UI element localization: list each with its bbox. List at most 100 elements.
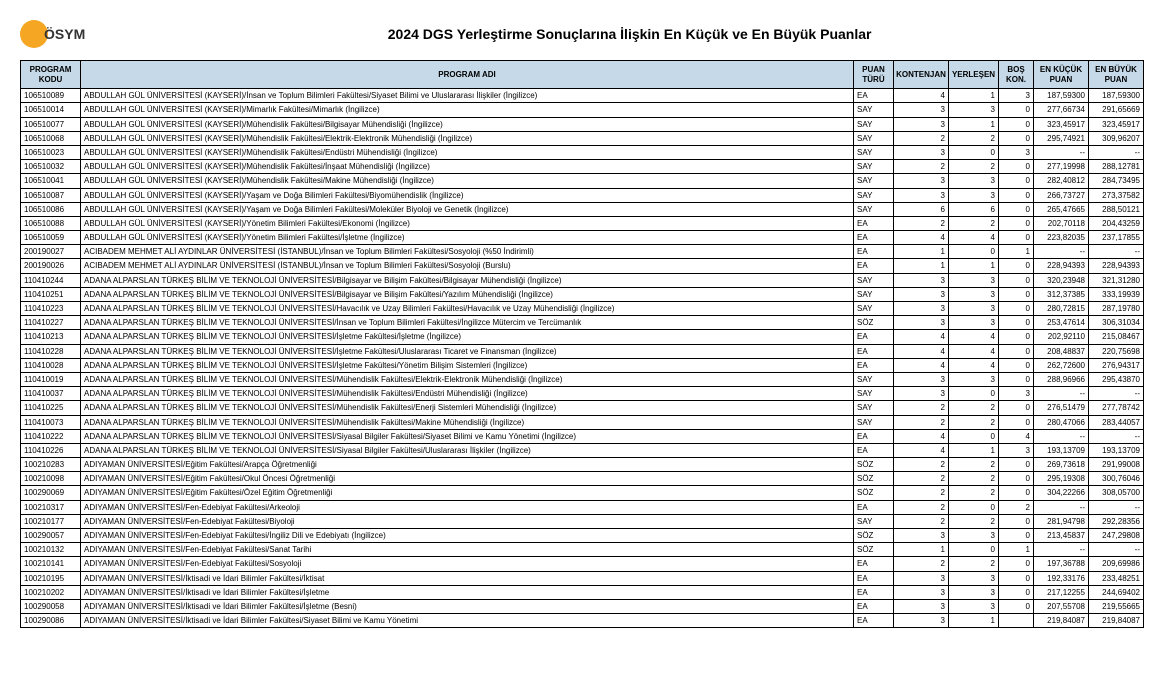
table-row: 100210141ADIYAMAN ÜNİVERSİTESİ/Fen-Edebi… xyxy=(21,557,1144,571)
table-cell: 110410223 xyxy=(21,302,81,316)
table-cell: ADANA ALPARSLAN TÜRKEŞ BİLİM VE TEKNOLOJ… xyxy=(81,401,854,415)
table-cell: ADANA ALPARSLAN TÜRKEŞ BİLİM VE TEKNOLOJ… xyxy=(81,316,854,330)
table-row: 106510077ABDULLAH GÜL ÜNİVERSİTESİ (KAYS… xyxy=(21,117,1144,131)
table-cell: 100210141 xyxy=(21,557,81,571)
table-row: 110410244ADANA ALPARSLAN TÜRKEŞ BİLİM VE… xyxy=(21,273,1144,287)
table-row: 110410019ADANA ALPARSLAN TÜRKEŞ BİLİM VE… xyxy=(21,372,1144,386)
table-cell: ADIYAMAN ÜNİVERSİTESİ/İktisadi ve İdari … xyxy=(81,571,854,585)
table-cell: 1 xyxy=(894,543,949,557)
table-cell: SAY xyxy=(854,188,894,202)
table-cell: 219,84087 xyxy=(1034,614,1089,628)
table-cell: 0 xyxy=(999,415,1034,429)
table-cell: 4 xyxy=(894,443,949,457)
table-cell: ADANA ALPARSLAN TÜRKEŞ BİLİM VE TEKNOLOJ… xyxy=(81,387,854,401)
table-cell: EA xyxy=(854,89,894,103)
table-cell: 273,37582 xyxy=(1089,188,1144,202)
table-cell: 320,23948 xyxy=(1034,273,1089,287)
table-cell: ADIYAMAN ÜNİVERSİTESİ/Fen-Edebiyat Fakül… xyxy=(81,543,854,557)
table-cell: 110410251 xyxy=(21,287,81,301)
table-cell: EA xyxy=(854,571,894,585)
table-cell: 3 xyxy=(949,174,999,188)
table-cell: 106510032 xyxy=(21,160,81,174)
table-cell: 2 xyxy=(894,216,949,230)
table-cell: 3 xyxy=(949,287,999,301)
table-cell: ABDULLAH GÜL ÜNİVERSİTESİ (KAYSERİ)/Yöne… xyxy=(81,216,854,230)
table-cell: 3 xyxy=(894,145,949,159)
table-cell: 2 xyxy=(949,131,999,145)
table-cell: 3 xyxy=(949,273,999,287)
table-cell: 192,33176 xyxy=(1034,571,1089,585)
table-cell: 3 xyxy=(894,188,949,202)
table-cell: 3 xyxy=(894,614,949,628)
table-cell: 219,84087 xyxy=(1089,614,1144,628)
table-cell: ADIYAMAN ÜNİVERSİTESİ/İktisadi ve İdari … xyxy=(81,599,854,613)
page-title: 2024 DGS Yerleştirme Sonuçlarına İlişkin… xyxy=(115,26,1144,42)
table-cell: 100290057 xyxy=(21,529,81,543)
table-cell: 2 xyxy=(894,131,949,145)
table-cell: 0 xyxy=(999,372,1034,386)
table-cell: 1 xyxy=(999,543,1034,557)
table-cell: 0 xyxy=(999,344,1034,358)
table-cell: ABDULLAH GÜL ÜNİVERSİTESİ (KAYSERİ)/Yaşa… xyxy=(81,202,854,216)
table-cell: 237,17855 xyxy=(1089,231,1144,245)
table-cell: SAY xyxy=(854,514,894,528)
table-cell: ADANA ALPARSLAN TÜRKEŞ BİLİM VE TEKNOLOJ… xyxy=(81,429,854,443)
table-cell: 110410244 xyxy=(21,273,81,287)
table-cell: 220,75698 xyxy=(1089,344,1144,358)
table-cell: 106510023 xyxy=(21,145,81,159)
table-cell: 3 xyxy=(894,372,949,386)
table-cell: 2 xyxy=(894,458,949,472)
table-cell: 106510077 xyxy=(21,117,81,131)
table-cell: ADIYAMAN ÜNİVERSİTESİ/Fen-Edebiyat Fakül… xyxy=(81,514,854,528)
table-row: 100210132ADIYAMAN ÜNİVERSİTESİ/Fen-Edebi… xyxy=(21,543,1144,557)
table-cell: SAY xyxy=(854,131,894,145)
table-cell: 0 xyxy=(999,259,1034,273)
table-cell: 2 xyxy=(949,415,999,429)
table-cell: 0 xyxy=(999,571,1034,585)
col-en-kucuk: EN KÜÇÜK PUAN xyxy=(1034,61,1089,89)
table-cell: 0 xyxy=(999,486,1034,500)
table-cell: -- xyxy=(1034,500,1089,514)
table-cell: 2 xyxy=(949,514,999,528)
table-cell: ADIYAMAN ÜNİVERSİTESİ/İktisadi ve İdari … xyxy=(81,585,854,599)
table-cell: 266,73727 xyxy=(1034,188,1089,202)
col-kontenjan: KONTENJAN xyxy=(894,61,949,89)
table-row: 106510023ABDULLAH GÜL ÜNİVERSİTESİ (KAYS… xyxy=(21,145,1144,159)
table-cell: 0 xyxy=(999,302,1034,316)
table-cell: SAY xyxy=(854,401,894,415)
table-cell: EA xyxy=(854,599,894,613)
table-cell: SAY xyxy=(854,387,894,401)
table-cell: 2 xyxy=(894,401,949,415)
table-cell: 1 xyxy=(949,259,999,273)
table-cell: 2 xyxy=(949,486,999,500)
table-cell: SAY xyxy=(854,160,894,174)
table-cell: ADIYAMAN ÜNİVERSİTESİ/Eğitim Fakültesi/Ö… xyxy=(81,486,854,500)
table-cell: 0 xyxy=(999,458,1034,472)
table-cell: 3 xyxy=(894,529,949,543)
table-cell: 110410228 xyxy=(21,344,81,358)
table-row: 100210098ADIYAMAN ÜNİVERSİTESİ/Eğitim Fa… xyxy=(21,472,1144,486)
table-cell: 6 xyxy=(949,202,999,216)
table-cell: 0 xyxy=(949,145,999,159)
table-cell: SAY xyxy=(854,287,894,301)
table-row: 110410226ADANA ALPARSLAN TÜRKEŞ BİLİM VE… xyxy=(21,443,1144,457)
table-row: 106510089ABDULLAH GÜL ÜNİVERSİTESİ (KAYS… xyxy=(21,89,1144,103)
table-cell: 2 xyxy=(949,160,999,174)
table-cell: SÖZ xyxy=(854,472,894,486)
table-cell: -- xyxy=(1034,429,1089,443)
table-cell: 0 xyxy=(999,160,1034,174)
table-cell: 2 xyxy=(894,472,949,486)
table-cell: -- xyxy=(1034,387,1089,401)
table-cell: 304,22266 xyxy=(1034,486,1089,500)
table-cell: 100210317 xyxy=(21,500,81,514)
table-cell: 308,05700 xyxy=(1089,486,1144,500)
table-row: 100290086ADIYAMAN ÜNİVERSİTESİ/İktisadi … xyxy=(21,614,1144,628)
table-cell: 110410227 xyxy=(21,316,81,330)
table-cell: 3 xyxy=(999,89,1034,103)
table-row: 110410228ADANA ALPARSLAN TÜRKEŞ BİLİM VE… xyxy=(21,344,1144,358)
table-cell: ABDULLAH GÜL ÜNİVERSİTESİ (KAYSERİ)/Mima… xyxy=(81,103,854,117)
table-cell: 0 xyxy=(999,273,1034,287)
table-cell: ADANA ALPARSLAN TÜRKEŞ BİLİM VE TEKNOLOJ… xyxy=(81,358,854,372)
table-cell: 3 xyxy=(949,372,999,386)
table-cell: ADIYAMAN ÜNİVERSİTESİ/Fen-Edebiyat Fakül… xyxy=(81,500,854,514)
